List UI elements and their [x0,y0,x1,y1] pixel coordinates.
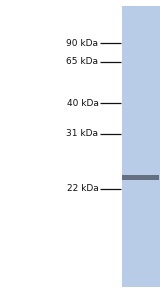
Bar [122,6,160,287]
Text: 22 kDa: 22 kDa [67,184,98,193]
Text: 65 kDa: 65 kDa [66,58,98,66]
Text: 40 kDa: 40 kDa [67,99,98,108]
Bar [122,175,159,180]
Text: 31 kDa: 31 kDa [66,129,98,138]
Text: 90 kDa: 90 kDa [66,39,98,47]
